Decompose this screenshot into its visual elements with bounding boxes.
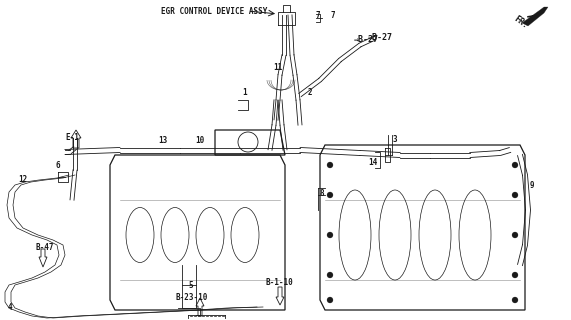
Text: 1: 1 — [242, 88, 247, 97]
Circle shape — [512, 297, 518, 303]
Text: B-23-10: B-23-10 — [175, 293, 207, 302]
Text: B-47: B-47 — [35, 243, 54, 252]
Text: 14: 14 — [368, 158, 377, 167]
Circle shape — [327, 192, 333, 198]
Text: 7: 7 — [331, 11, 335, 20]
Text: FR.: FR. — [512, 14, 529, 30]
Text: 13: 13 — [158, 136, 167, 145]
Text: ⇒B-27: ⇒B-27 — [354, 35, 379, 44]
Circle shape — [512, 232, 518, 238]
Circle shape — [327, 162, 333, 168]
Text: 4: 4 — [8, 303, 13, 312]
Circle shape — [512, 272, 518, 278]
Text: ⇒B-27: ⇒B-27 — [368, 33, 393, 42]
Text: 5: 5 — [188, 281, 192, 290]
Circle shape — [327, 297, 333, 303]
Polygon shape — [522, 7, 548, 26]
Text: 9: 9 — [530, 181, 534, 190]
Text: EGR CONTROL DEVICE ASSY: EGR CONTROL DEVICE ASSY — [161, 6, 267, 15]
Text: 6: 6 — [55, 161, 59, 170]
Text: B-1-10: B-1-10 — [265, 278, 293, 287]
Text: 11: 11 — [273, 63, 282, 72]
Circle shape — [327, 272, 333, 278]
Text: 7: 7 — [315, 11, 320, 20]
Circle shape — [512, 192, 518, 198]
Circle shape — [512, 162, 518, 168]
Text: 12: 12 — [18, 175, 27, 184]
Text: E-1: E-1 — [65, 133, 79, 142]
Text: 8: 8 — [320, 189, 325, 198]
Text: 2: 2 — [308, 88, 313, 97]
Text: 10: 10 — [195, 136, 204, 145]
Circle shape — [327, 232, 333, 238]
Text: 3: 3 — [393, 135, 397, 144]
